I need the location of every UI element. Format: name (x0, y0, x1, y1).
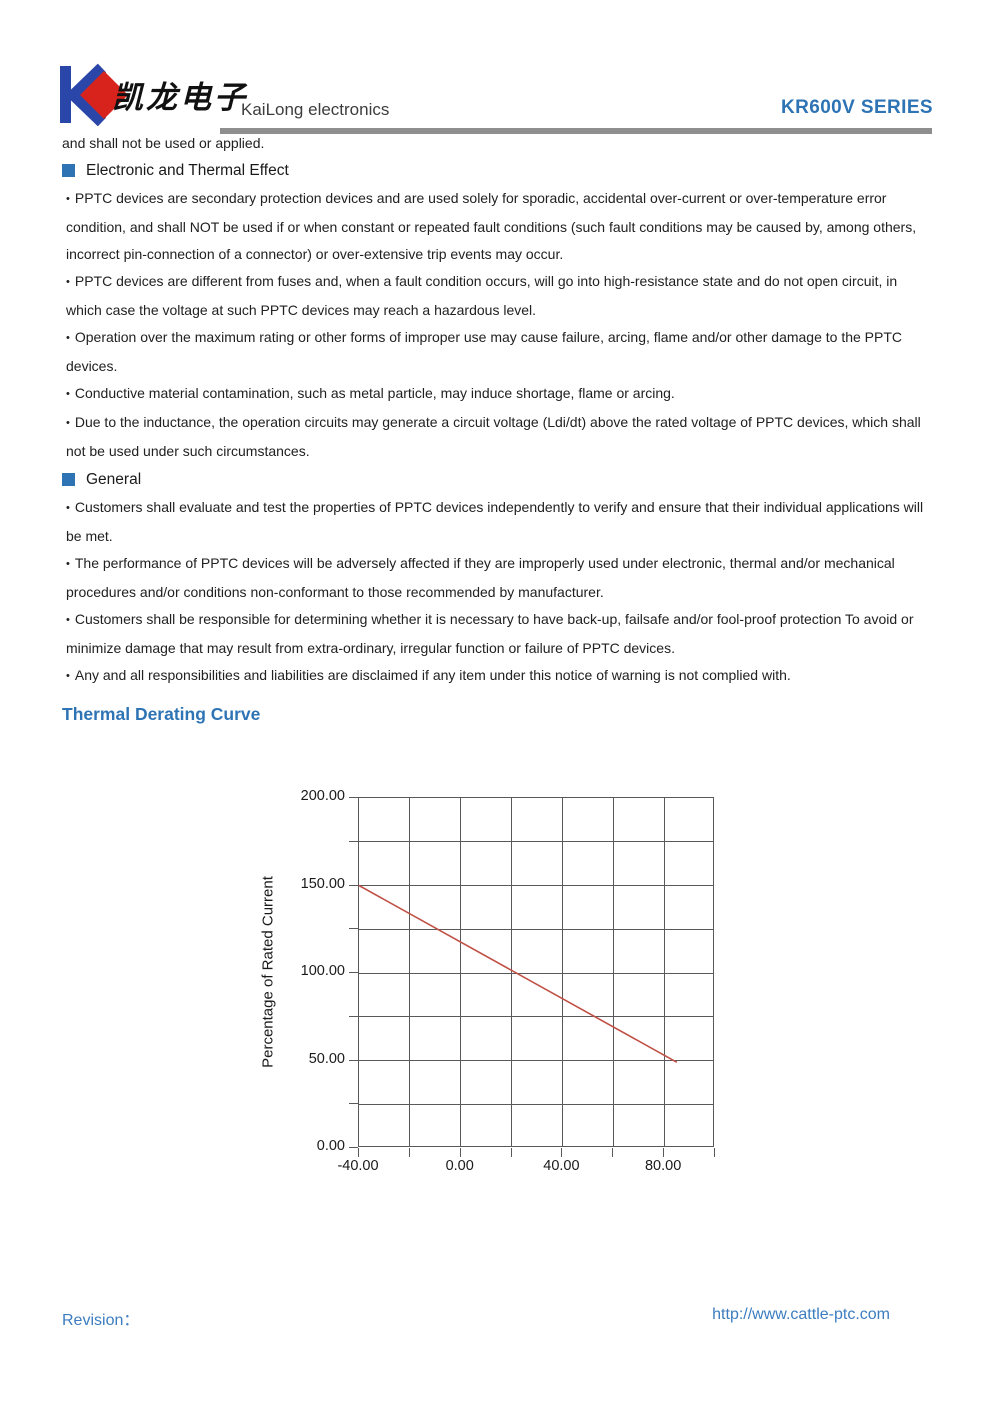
bullet-dot-icon: • (66, 502, 70, 514)
vertical-gridline (409, 798, 411, 1146)
horizontal-gridline (359, 841, 713, 843)
plot-area (358, 797, 714, 1147)
x-axis-tick (612, 1148, 614, 1157)
section-heading: Electronic and Thermal Effect (62, 156, 926, 185)
bullet-dot-icon: • (66, 276, 70, 288)
bullet-item: • Conductive material contamination, such… (62, 380, 926, 409)
series-title: KR600V SERIES (781, 97, 933, 118)
blue-square-bullet-icon (62, 164, 75, 177)
vertical-gridline (460, 798, 462, 1146)
thermal-derating-chart: Percentage of Rated Current -40.00 0.00 40… (0, 770, 1000, 1200)
chart-section-title: Thermal Derating Curve (62, 704, 261, 724)
section-electronic-thermal: Electronic and Thermal Effect • PPTC devi… (62, 156, 926, 465)
vertical-gridline (612, 798, 614, 1146)
bullet-text: PPTC devices are secondary protection de… (66, 190, 917, 262)
bullet-dot-icon: • (66, 388, 70, 400)
bullet-text: The performance of PPTC devices will be … (66, 555, 895, 600)
bullet-text: Due to the inductance, the operation cir… (66, 414, 921, 459)
horizontal-gridline (359, 928, 713, 930)
y-axis-tick (349, 840, 358, 842)
section-title: General (86, 471, 142, 488)
x-axis-tick (714, 1148, 715, 1157)
x-axis-tick (510, 1148, 512, 1157)
bullet-item: • PPTC devices are different from fuses a… (62, 268, 926, 324)
x-tick-label: 80.00 (644, 1158, 682, 1174)
intro-line: and shall not be used or applied. (62, 135, 265, 151)
bullet-item: • Any and all responsibilities and liabil… (62, 662, 926, 691)
bullet-item: • Operation over the maximum rating or ot… (62, 324, 926, 380)
y-axis-tick (349, 797, 358, 798)
header-divider (220, 128, 932, 134)
bullet-dot-icon: • (66, 417, 70, 429)
bullet-dot-icon: • (66, 614, 70, 626)
vertical-gridline (511, 798, 513, 1146)
logo-k-chevron (65, 63, 107, 126)
logo-k-bar (60, 66, 71, 123)
blue-square-bullet-icon (62, 473, 75, 486)
bullet-list: • PPTC devices are secondary protection d… (62, 185, 926, 465)
x-axis-tick (358, 1148, 359, 1157)
y-axis-tick (349, 1015, 358, 1017)
bullet-item: • Customers shall be responsible for dete… (62, 606, 926, 662)
y-axis-tick (349, 1059, 358, 1061)
website-link[interactable]: http://www.cattle-ptc.com (712, 1306, 890, 1323)
x-tick-label: 40.00 (543, 1158, 580, 1174)
x-axis-tick (459, 1148, 461, 1157)
brand-name-chinese: 凯龙电子 (112, 80, 248, 116)
x-axis-tick (561, 1148, 563, 1157)
logo-red-diamond (80, 71, 128, 119)
y-tick-label: 100.00 (300, 963, 345, 979)
bullet-dot-icon: • (66, 670, 70, 682)
y-axis-tick (349, 1147, 358, 1148)
series-layer (358, 884, 678, 1063)
y-axis-tick (349, 972, 358, 973)
x-axis-tick (408, 1148, 410, 1157)
brand-name-english: KaiLong electronics (241, 100, 390, 119)
bullet-dot-icon: • (66, 332, 70, 344)
vertical-gridline (561, 798, 563, 1146)
section-title: Electronic and Thermal Effect (86, 162, 289, 179)
horizontal-gridline (359, 1060, 713, 1061)
bullet-text: Customers shall evaluate and test the pr… (66, 499, 924, 544)
bullet-item: • PPTC devices are secondary protection d… (62, 185, 926, 268)
bullet-list: • Customers shall evaluate and test the p… (62, 494, 926, 691)
section-general: General • Customers shall evaluate and te… (62, 465, 926, 691)
y-axis-tick (349, 1103, 358, 1105)
bullet-text: Operation over the maximum rating or oth… (66, 329, 903, 374)
bullet-text: Customers shall be responsible for deter… (66, 611, 914, 656)
bullet-text: Conductive material contamination, such … (74, 385, 675, 401)
bullet-item: • Customers shall evaluate and test the p… (62, 494, 926, 550)
document-body: and shall not be used or applied. Electr… (62, 130, 926, 691)
horizontal-gridline (359, 1103, 713, 1105)
section-heading: General (62, 465, 926, 494)
bullet-dot-icon: • (66, 558, 70, 570)
revision-label: Revision： (62, 1312, 140, 1329)
page-header: 凯龙电子 KaiLong electronics KR600V SERIES (0, 0, 1000, 140)
kailong-logo-icon (60, 63, 128, 126)
bullet-item: • Due to the inductance, the operation ci… (62, 409, 926, 465)
x-axis-tick (663, 1148, 665, 1157)
bullet-dot-icon: • (66, 193, 70, 205)
derating-line (358, 884, 678, 1063)
bullet-text: Any and all responsibilities and liabili… (74, 667, 791, 683)
vertical-gridline (663, 798, 665, 1146)
x-tick-label: -40.00 (337, 1158, 379, 1174)
horizontal-gridline (359, 1016, 713, 1018)
y-tick-label: 200.00 (300, 788, 345, 804)
horizontal-gridline (359, 972, 713, 974)
bullet-text: PPTC devices are different from fuses an… (66, 273, 898, 318)
y-tick-label: 0.00 (316, 1138, 345, 1154)
y-tick-label: 150.00 (300, 875, 345, 892)
horizontal-gridline (359, 885, 713, 886)
y-tick-label: 50.00 (308, 1050, 345, 1067)
y-axis-tick (349, 884, 358, 886)
bullet-item: • The performance of PPTC devices will be… (62, 550, 926, 606)
y-axis-tick (349, 928, 358, 930)
x-tick-label: 0.00 (445, 1158, 474, 1174)
